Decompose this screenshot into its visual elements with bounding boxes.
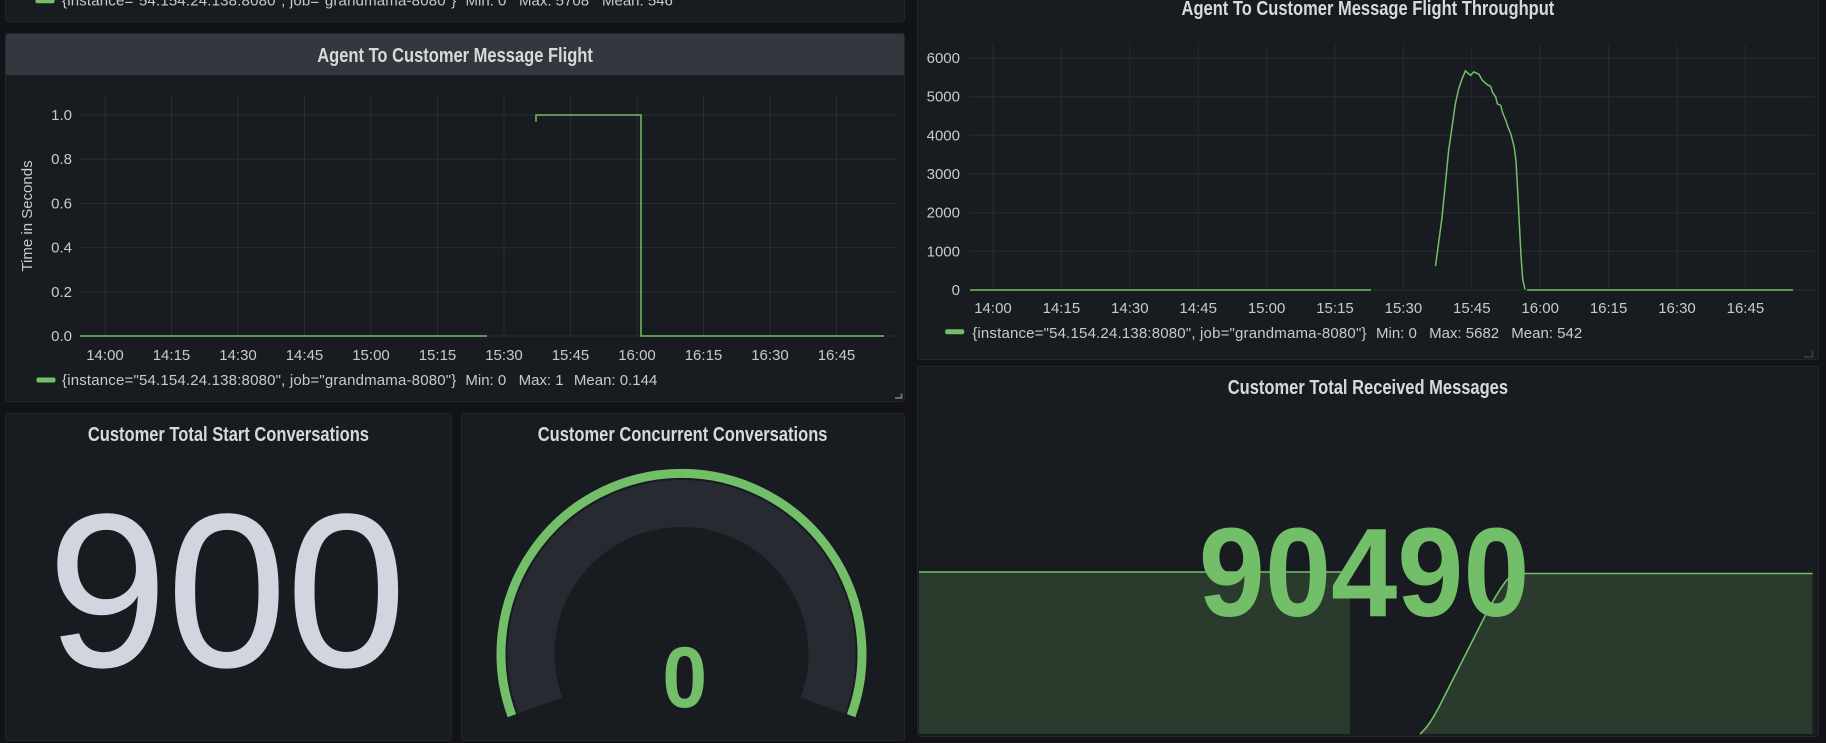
svg-text:16:00: 16:00 <box>1521 300 1559 317</box>
svg-text:0: 0 <box>662 630 707 726</box>
svg-text:14:15: 14:15 <box>1043 300 1081 317</box>
svg-text:15:15: 15:15 <box>1316 300 1354 317</box>
svg-text:0.2: 0.2 <box>51 284 72 301</box>
svg-text:Max: 1: Max: 1 <box>519 372 564 389</box>
svg-text:16:30: 16:30 <box>1658 300 1696 317</box>
svg-text:Mean: 546: Mean: 546 <box>602 0 673 10</box>
svg-text:Mean: 542: Mean: 542 <box>1511 325 1582 342</box>
svg-text:4000: 4000 <box>927 127 960 144</box>
svg-text:14:30: 14:30 <box>1111 300 1149 317</box>
svg-text:0.6: 0.6 <box>51 195 72 212</box>
svg-text:Min: 0: Min: 0 <box>1376 325 1417 342</box>
svg-text:14:15: 14:15 <box>153 347 191 364</box>
svg-text:Min: 0: Min: 0 <box>466 0 507 10</box>
svg-text:15:30: 15:30 <box>485 347 523 364</box>
svg-text:6000: 6000 <box>927 50 960 67</box>
svg-text:16:30: 16:30 <box>751 347 789 364</box>
svg-text:5000: 5000 <box>927 89 960 106</box>
svg-text:15:00: 15:00 <box>352 347 390 364</box>
svg-text:16:45: 16:45 <box>818 347 856 364</box>
svg-text:2000: 2000 <box>927 205 960 222</box>
svg-text:14:45: 14:45 <box>286 347 324 364</box>
svg-text:Mean: 0.144: Mean: 0.144 <box>574 372 657 389</box>
svg-text:{instance="54.154.24.138:8080": {instance="54.154.24.138:8080", job="gra… <box>62 0 456 10</box>
svg-text:15:15: 15:15 <box>419 347 457 364</box>
svg-text:0.4: 0.4 <box>51 240 72 257</box>
svg-text:16:15: 16:15 <box>1590 300 1628 317</box>
svg-text:16:00: 16:00 <box>618 347 656 364</box>
svg-text:Max: 5708: Max: 5708 <box>519 0 589 10</box>
svg-text:14:00: 14:00 <box>86 347 124 364</box>
svg-text:1000: 1000 <box>927 243 960 260</box>
svg-text:15:30: 15:30 <box>1385 300 1423 317</box>
svg-text:15:45: 15:45 <box>552 347 590 364</box>
svg-text:Min: 0: Min: 0 <box>465 372 506 389</box>
svg-text:16:15: 16:15 <box>685 347 723 364</box>
svg-text:0.8: 0.8 <box>51 151 72 168</box>
svg-text:14:30: 14:30 <box>219 347 257 364</box>
svg-text:Max: 5682: Max: 5682 <box>1429 325 1499 342</box>
svg-text:16:45: 16:45 <box>1727 300 1765 317</box>
svg-text:0.0: 0.0 <box>51 328 72 345</box>
svg-text:15:45: 15:45 <box>1453 300 1491 317</box>
svg-text:0: 0 <box>952 282 960 299</box>
svg-text:3000: 3000 <box>927 166 960 183</box>
svg-text:14:00: 14:00 <box>974 300 1012 317</box>
svg-text:{instance="54.154.24.138:8080": {instance="54.154.24.138:8080", job="gra… <box>972 325 1366 342</box>
svg-text:{instance="54.154.24.138:8080": {instance="54.154.24.138:8080", job="gra… <box>62 372 456 389</box>
svg-text:14:45: 14:45 <box>1179 300 1217 317</box>
svg-text:Time in Seconds: Time in Seconds <box>19 160 36 271</box>
svg-text:15:00: 15:00 <box>1248 300 1286 317</box>
svg-text:1.0: 1.0 <box>51 107 72 124</box>
